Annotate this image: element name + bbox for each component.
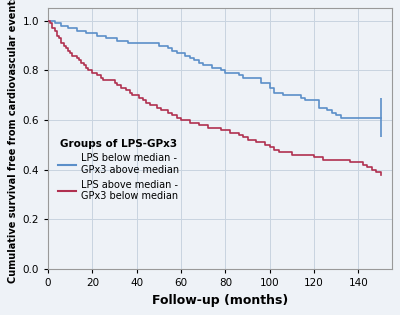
- Legend: LPS below median -
GPx3 above median, LPS above median -
GPx3 below median: LPS below median - GPx3 above median, LP…: [56, 137, 181, 203]
- Y-axis label: Cumulative survival free from cardiovascular events: Cumulative survival free from cardiovasc…: [8, 0, 18, 283]
- X-axis label: Follow-up (months): Follow-up (months): [152, 294, 288, 307]
